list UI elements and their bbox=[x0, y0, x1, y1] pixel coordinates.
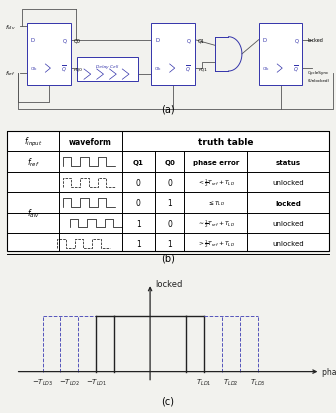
Text: $f_{ref}$: $f_{ref}$ bbox=[27, 156, 39, 169]
Text: D: D bbox=[263, 38, 267, 43]
Text: 1: 1 bbox=[167, 240, 172, 248]
Bar bbox=[27, 24, 71, 85]
Text: $-T_{LD3}$: $-T_{LD3}$ bbox=[32, 377, 53, 387]
Text: 1: 1 bbox=[167, 199, 172, 208]
Text: unlocked: unlocked bbox=[272, 241, 304, 247]
Text: $<\frac{1}{2}T_{ref}+T_{LD}$: $<\frac{1}{2}T_{ref}+T_{LD}$ bbox=[197, 177, 235, 188]
Text: $\overline{Q}$: $\overline{Q}$ bbox=[293, 64, 298, 74]
Text: Q: Q bbox=[62, 38, 67, 43]
Text: $\overline{Q}$: $\overline{Q}$ bbox=[61, 64, 67, 74]
Text: (Unlocked): (Unlocked) bbox=[307, 79, 330, 83]
Text: $f_{div}$: $f_{div}$ bbox=[27, 207, 39, 219]
Text: Q: Q bbox=[187, 38, 191, 43]
Text: Clk: Clk bbox=[155, 67, 162, 71]
Text: $f_{input}$: $f_{input}$ bbox=[24, 135, 42, 148]
Text: $T_{LD2}$: $T_{LD2}$ bbox=[223, 377, 239, 387]
Text: Delay Cell: Delay Cell bbox=[96, 64, 119, 69]
Text: locked: locked bbox=[275, 200, 301, 206]
Text: $-T_{LD1}$: $-T_{LD1}$ bbox=[86, 377, 107, 387]
Text: D: D bbox=[155, 38, 159, 43]
Text: $\sim\frac{1}{2}T_{ref}+T_{LD}$: $\sim\frac{1}{2}T_{ref}+T_{LD}$ bbox=[197, 218, 235, 229]
Text: phase error: phase error bbox=[193, 159, 239, 165]
Text: 1: 1 bbox=[136, 219, 141, 228]
Text: $f_{ref}$: $f_{ref}$ bbox=[5, 69, 16, 78]
Text: (c): (c) bbox=[162, 395, 174, 405]
Text: 0: 0 bbox=[167, 219, 172, 228]
Text: Q0: Q0 bbox=[74, 38, 81, 43]
Text: CycleSync: CycleSync bbox=[307, 70, 329, 74]
Text: $-T_{LD2}$: $-T_{LD2}$ bbox=[59, 377, 80, 387]
Text: 0: 0 bbox=[136, 199, 141, 208]
Text: nQ0: nQ0 bbox=[74, 67, 83, 71]
Text: (b): (b) bbox=[161, 253, 175, 263]
Text: unlocked: unlocked bbox=[272, 221, 304, 226]
Text: 1: 1 bbox=[136, 240, 141, 248]
Text: waveform: waveform bbox=[69, 137, 112, 146]
Text: locked: locked bbox=[156, 279, 183, 288]
Text: truth table: truth table bbox=[198, 137, 253, 146]
Text: status: status bbox=[276, 159, 301, 165]
Text: nQ1: nQ1 bbox=[198, 67, 207, 71]
Text: Q0: Q0 bbox=[164, 159, 175, 165]
Text: locked: locked bbox=[307, 38, 323, 43]
Text: $\overline{Q}$: $\overline{Q}$ bbox=[185, 64, 191, 74]
Text: phase error: phase error bbox=[322, 367, 336, 376]
Bar bbox=[259, 24, 302, 85]
Text: 0: 0 bbox=[167, 178, 172, 187]
Text: Q1: Q1 bbox=[133, 159, 144, 165]
Text: Clk: Clk bbox=[263, 67, 269, 71]
Text: unlocked: unlocked bbox=[272, 180, 304, 185]
Text: Clk: Clk bbox=[31, 67, 37, 71]
Text: Q: Q bbox=[294, 38, 298, 43]
Text: $>\frac{1}{2}T_{ref}+T_{LD}$: $>\frac{1}{2}T_{ref}+T_{LD}$ bbox=[197, 238, 235, 250]
Text: 0: 0 bbox=[136, 178, 141, 187]
Text: $T_{LD3}$: $T_{LD3}$ bbox=[250, 377, 265, 387]
Text: (a): (a) bbox=[161, 104, 175, 115]
Text: Q1: Q1 bbox=[198, 38, 205, 43]
Bar bbox=[7, 132, 329, 252]
Text: D: D bbox=[31, 38, 35, 43]
Bar bbox=[77, 58, 138, 82]
Bar bbox=[151, 24, 195, 85]
Text: $\leq T_{LD}$: $\leq T_{LD}$ bbox=[207, 199, 225, 207]
Text: $f_{div}$: $f_{div}$ bbox=[5, 23, 16, 32]
Text: $T_{LD1}$: $T_{LD1}$ bbox=[196, 377, 212, 387]
